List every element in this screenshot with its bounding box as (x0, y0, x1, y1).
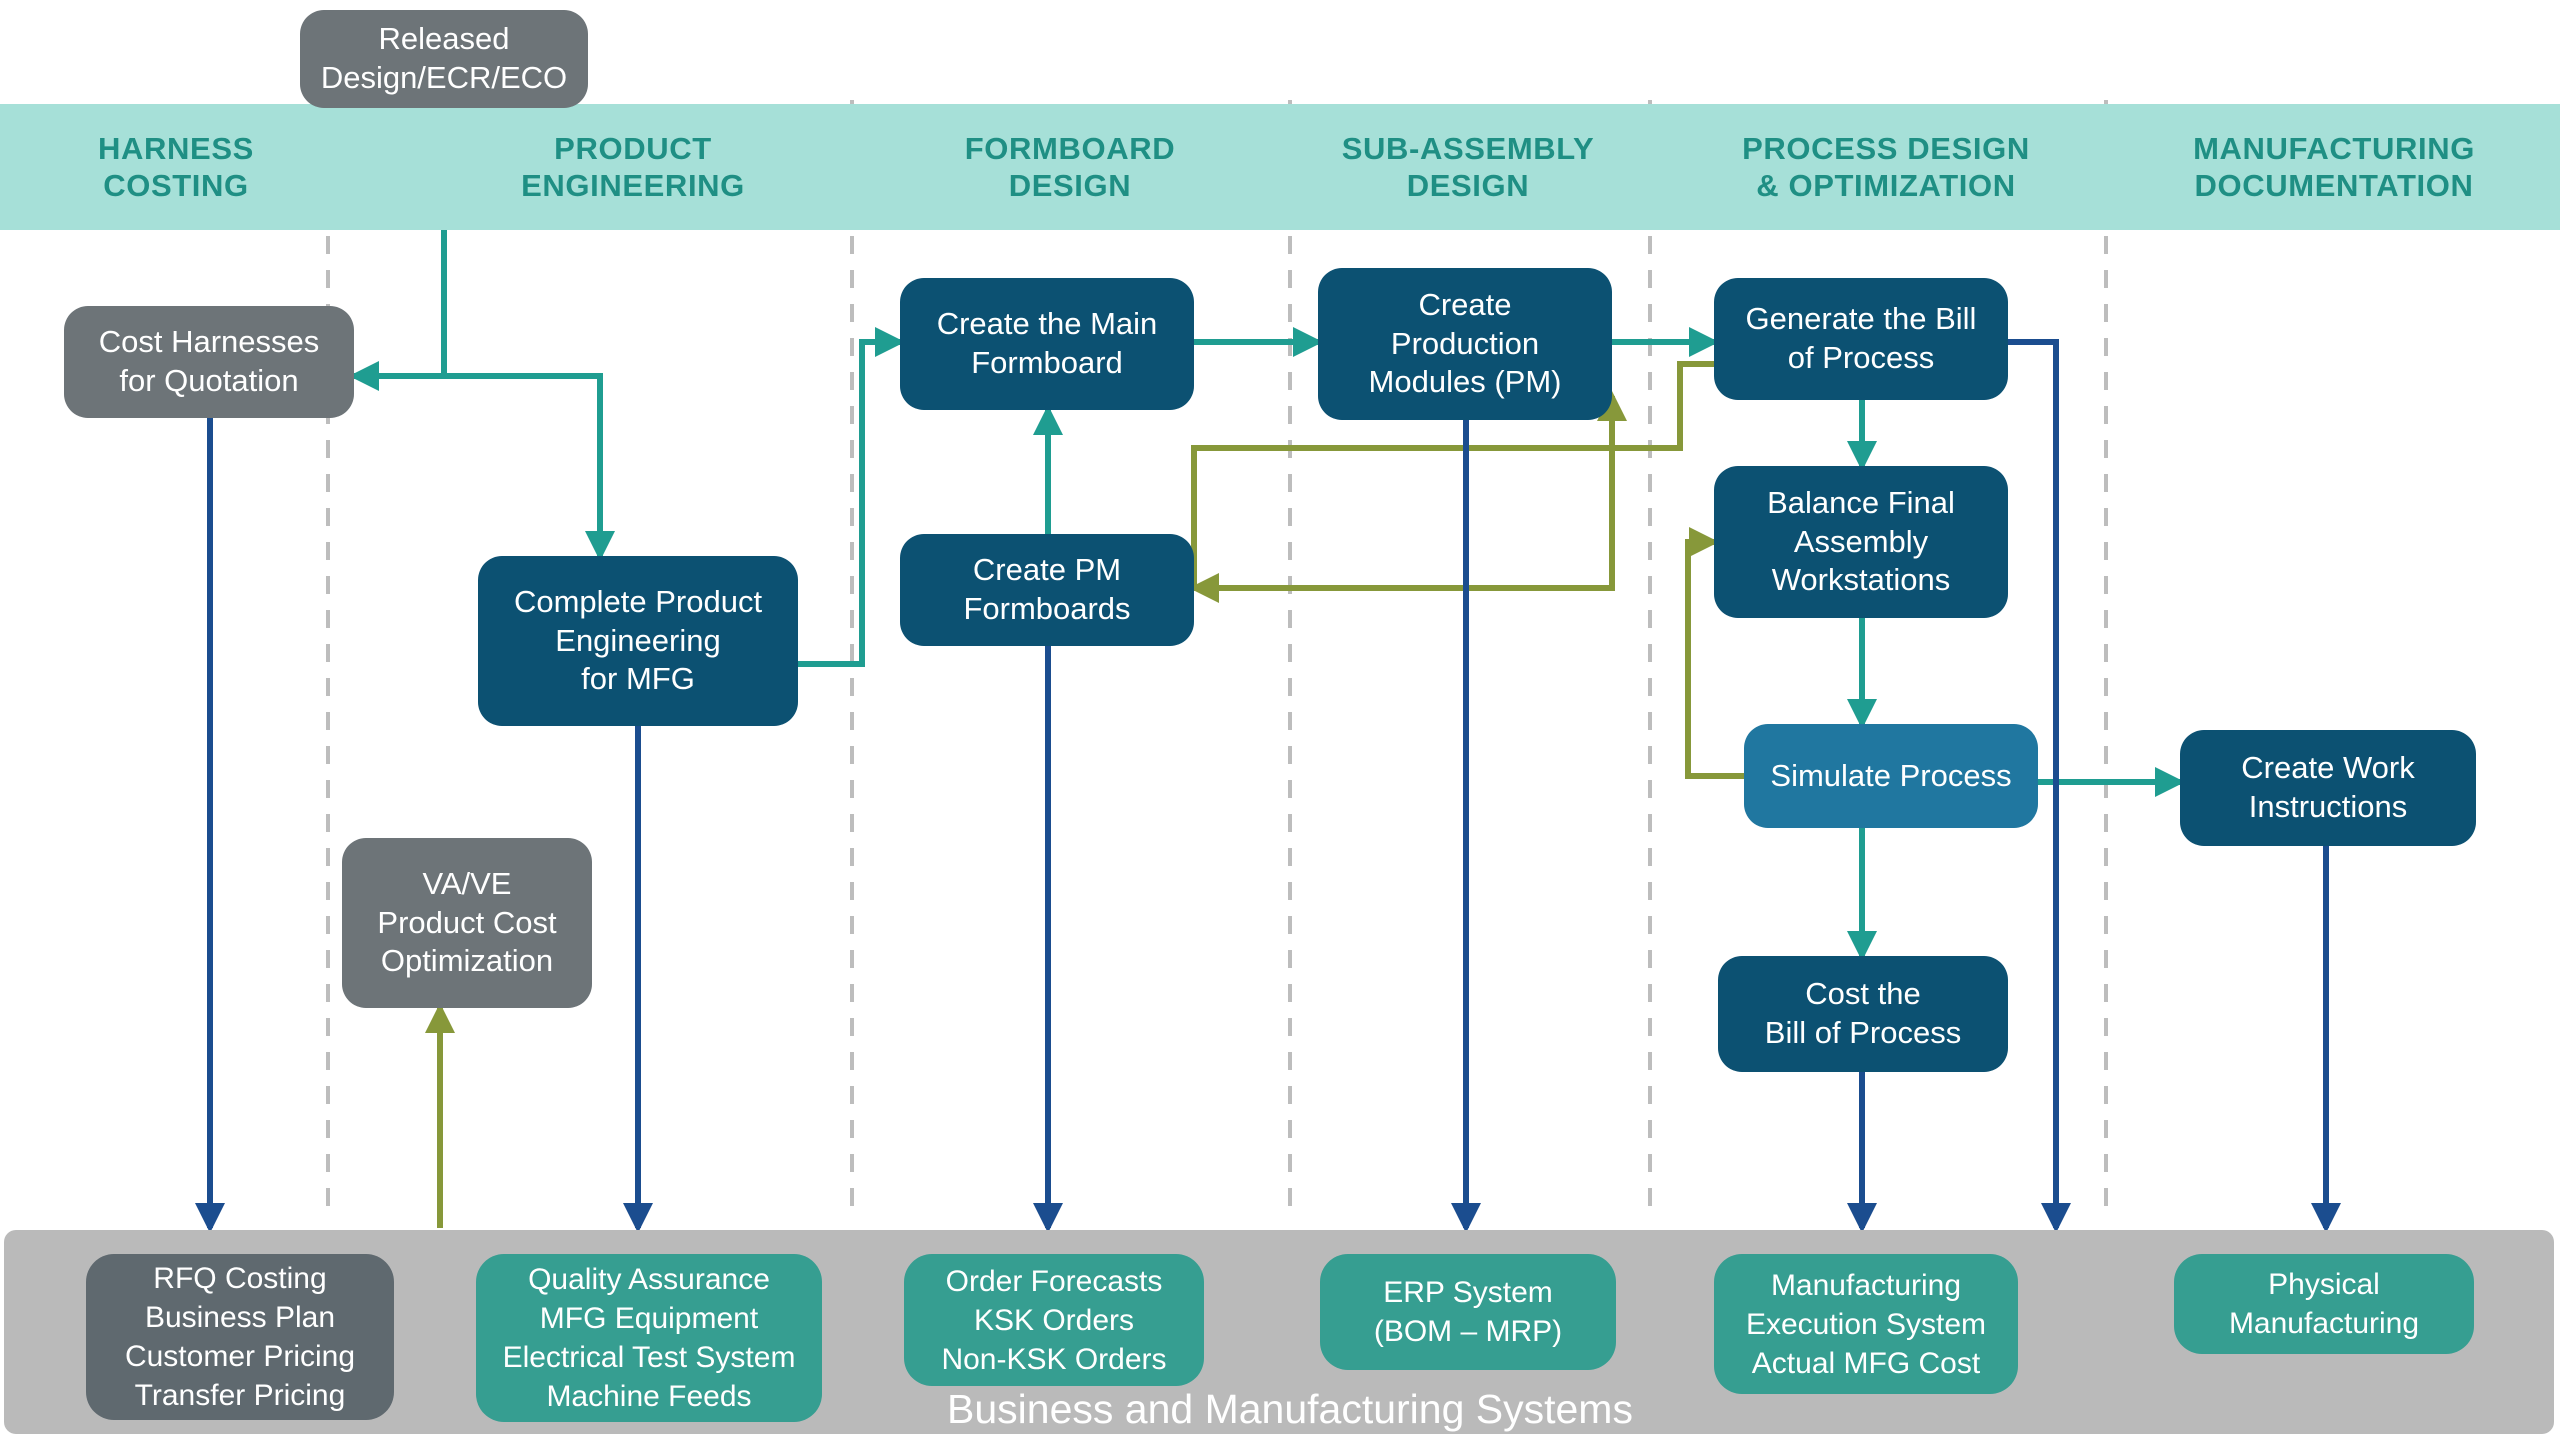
footer-box-mes: Manufacturing Execution System Actual MF… (1714, 1254, 2018, 1394)
node-balance: Balance Final Assembly Workstations (1714, 466, 2008, 618)
node-simulate: Simulate Process (1744, 724, 2038, 828)
node-vave: VA/VE Product Cost Optimization (342, 838, 592, 1008)
node-work-instr: Create Work Instructions (2180, 730, 2476, 846)
node-prod-eng: Complete Product Engineering for MFG (478, 556, 798, 726)
column-header: FORMBOARD DESIGN (870, 104, 1270, 230)
footer-box-phys: Physical Manufacturing (2174, 1254, 2474, 1354)
node-formboard-main: Create the Main Formboard (900, 278, 1194, 410)
node-cost-bop: Cost the Bill of Process (1718, 956, 2008, 1072)
node-bop: Generate the Bill of Process (1714, 278, 2008, 400)
footer-box-orders: Order Forecasts KSK Orders Non-KSK Order… (904, 1254, 1204, 1386)
column-header: MANUFACTURING DOCUMENTATION (2124, 104, 2544, 230)
node-released: Released Design/ECR/ECO (300, 10, 588, 108)
column-header: SUB-ASSEMBLY DESIGN (1288, 104, 1648, 230)
column-header: PRODUCT ENGINEERING (414, 104, 852, 230)
column-header: HARNESS COSTING (26, 104, 326, 230)
node-pm-modules: Create Production Modules (PM) (1318, 268, 1612, 420)
node-formboard-pm: Create PM Formboards (900, 534, 1194, 646)
node-cost-quote: Cost Harnesses for Quotation (64, 306, 354, 418)
footer-box-qa: Quality Assurance MFG Equipment Electric… (476, 1254, 822, 1422)
footer-box-rfq: RFQ Costing Business Plan Customer Prici… (86, 1254, 394, 1420)
diagram-stage: HARNESS COSTING PRODUCT ENGINEERINGFORMBO… (0, 0, 2560, 1439)
footer-title: Business and Manufacturing Systems (820, 1385, 1760, 1433)
footer-box-erp: ERP System (BOM – MRP) (1320, 1254, 1616, 1370)
column-header: PROCESS DESIGN & OPTIMIZATION (1666, 104, 2106, 230)
